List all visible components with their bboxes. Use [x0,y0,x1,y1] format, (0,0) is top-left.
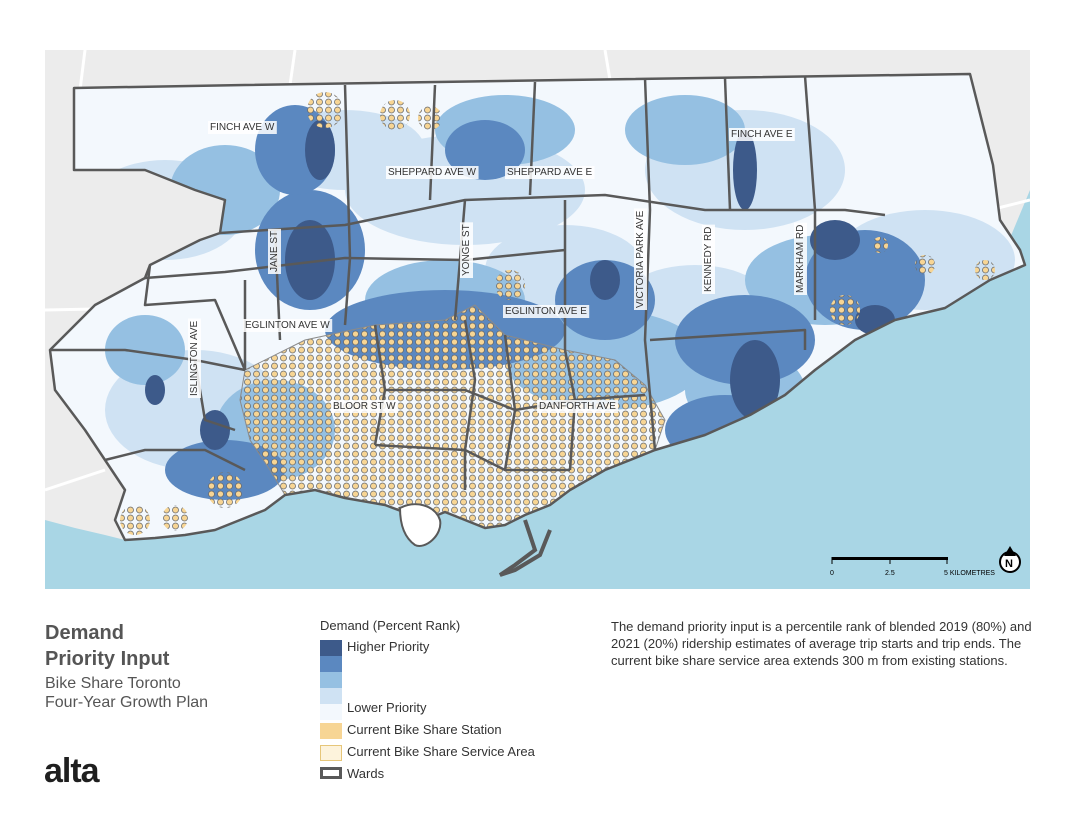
road-label-finch-ave-e: FINCH AVE E [729,128,795,141]
leslie-spit [498,519,552,577]
road-label-danforth-ave: DANFORTH AVE [537,400,619,413]
legend-swatch-low [320,672,342,688]
svg-text:FINCH AVE E: FINCH AVE E [731,129,793,140]
demand-higher [145,120,895,450]
road-label-yonge-st: YONGE ST [460,222,473,278]
legend-label-higher: Higher Priority [347,639,430,654]
scale-bar: 0 2.5 5 KILOMETRES [830,557,995,577]
road-label-finch-ave-w: FINCH AVE W [208,121,277,134]
scale-tick-5-km: 5 KILOMETRES [944,570,995,577]
legend-swatch-wards [320,767,342,779]
svg-text:EGLINTON AVE W: EGLINTON AVE W [245,320,330,331]
svg-text:JANE ST: JANE ST [269,231,280,272]
legend-title: Demand (Percent Rank) [320,618,461,633]
svg-text:SHEPPARD AVE E: SHEPPARD AVE E [507,167,593,178]
legend-swatch-high [320,656,342,672]
road-label-jane-st: JANE ST [268,228,281,274]
legend-swatch-lower-mid [320,688,342,704]
road-label-markham-rd: MARKHAM RD [794,222,807,295]
road-label-islington-ave: ISLINGTON AVE [188,318,201,398]
description-text: The demand priority input is a percentil… [611,619,1032,668]
station-clusters [120,92,995,535]
toronto-islands [398,503,442,547]
road-label-sheppard-ave-e: SHEPPARD AVE E [505,166,595,179]
title-line-1: Demand [45,622,124,644]
title-line-2: Priority Input [45,648,170,670]
svg-text:MARKHAM RD: MARKHAM RD [795,225,806,293]
legend-swatch-lower [320,704,342,720]
page-title: Demand Priority Input [45,620,169,672]
svg-text:YONGE ST: YONGE ST [461,224,472,276]
svg-text:ISLINGTON AVE: ISLINGTON AVE [189,320,200,396]
legend-swatch-service-area [320,745,342,761]
scale-tick-0: 0 [830,570,834,577]
legend-label-service-area: Current Bike Share Service Area [347,744,535,759]
scale-tick-2-5: 2.5 [885,570,895,577]
subtitle-line-2: Four-Year Growth Plan [45,694,209,711]
road-label-bloor-st-w: BLOOR ST W [331,400,399,413]
subtitle-line-1: Bike Share Toronto [45,675,181,692]
legend-label-station: Current Bike Share Station [347,722,502,737]
legend-label-lower: Lower Priority [347,700,427,715]
svg-text:EGLINTON AVE E: EGLINTON AVE E [505,306,587,317]
svg-text:VICTORIA PARK AVE: VICTORIA PARK AVE [635,210,646,308]
map: FINCH AVE W SHEPPARD AVE W SHEPPARD AVE … [45,50,1030,589]
svg-text:FINCH AVE W: FINCH AVE W [210,122,275,133]
road-labels: FINCH AVE W SHEPPARD AVE W SHEPPARD AVE … [188,121,807,413]
svg-text:KENNEDY RD: KENNEDY RD [703,227,714,292]
svg-text:BLOOR ST W: BLOOR ST W [333,401,396,412]
svg-text:N: N [1005,558,1013,570]
legend-swatch-station [320,723,342,739]
road-label-eglinton-ave-e: EGLINTON AVE E [503,305,590,318]
alta-logo: alta [44,752,100,790]
road-label-eglinton-ave-w: EGLINTON AVE W [243,319,333,332]
north-arrow-icon: N [999,546,1021,573]
legend-label-wards: Wards [347,766,385,781]
road-label-victoria-park-ave: VICTORIA PARK AVE [634,208,647,310]
svg-text:DANFORTH AVE: DANFORTH AVE [539,401,616,412]
road-label-sheppard-ave-w: SHEPPARD AVE W [386,166,479,179]
page-subtitle: Bike Share Toronto Four-Year Growth Plan [45,674,208,712]
legend-swatch-higher [320,640,342,656]
svg-text:SHEPPARD AVE W: SHEPPARD AVE W [388,167,477,178]
road-label-kennedy-rd: KENNEDY RD [702,224,715,294]
